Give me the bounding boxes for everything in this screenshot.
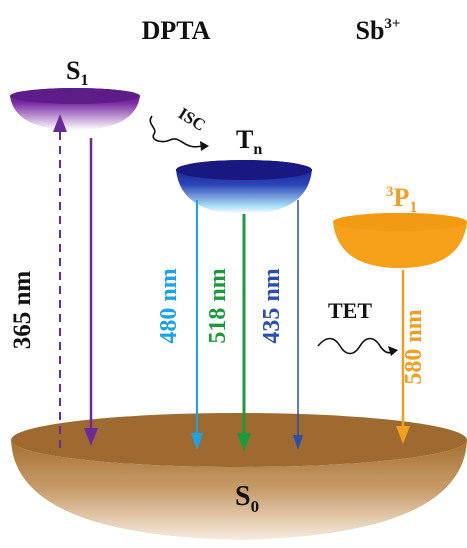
label-s1: S1: [66, 56, 88, 89]
p1-sup: 3: [386, 184, 394, 200]
emission-arrow-435: [293, 200, 303, 450]
isc-wavy-arrow: [149, 115, 209, 151]
label-tn: Tn: [236, 125, 262, 158]
tet-wavy-arrow: [317, 337, 398, 356]
title-dpta: DPTA: [142, 16, 211, 45]
s1-main: S: [66, 56, 80, 85]
label-isc: ISC: [175, 104, 209, 135]
s0-main: S: [235, 481, 251, 512]
emission-arrow-580: [396, 270, 410, 444]
label-435nm: 435 nm: [259, 268, 285, 343]
title-sb3plus: Sb3+: [356, 16, 401, 45]
p1-main: P: [394, 183, 410, 212]
label-518nm: 518 nm: [205, 268, 231, 343]
label-tet: TET: [328, 298, 372, 323]
label-480nm: 480 nm: [156, 268, 182, 343]
label-s0: S0: [235, 481, 259, 516]
label-365nm: 365 nm: [9, 271, 36, 350]
excitation-arrow: [53, 114, 67, 448]
label-580nm: 580 nm: [401, 309, 427, 384]
s0-sub: 0: [251, 497, 260, 516]
tn-main: T: [236, 125, 253, 154]
p1-level: [333, 213, 467, 268]
singlet-s1-level: [10, 88, 140, 130]
s1-sub: 1: [80, 72, 88, 89]
ground-state-s0: [11, 413, 467, 540]
s1-emission-arrow: [84, 138, 98, 446]
triplet-tn-level: [176, 160, 312, 214]
tn-sub: n: [253, 141, 262, 158]
emission-arrow-518: [237, 214, 251, 452]
label-3p1: 3P1: [386, 183, 417, 216]
sb-label: Sb: [356, 16, 385, 45]
sb-charge-superscript: 3+: [384, 16, 400, 32]
emission-arrow-480: [191, 200, 203, 450]
p1-sub: 1: [409, 199, 417, 216]
